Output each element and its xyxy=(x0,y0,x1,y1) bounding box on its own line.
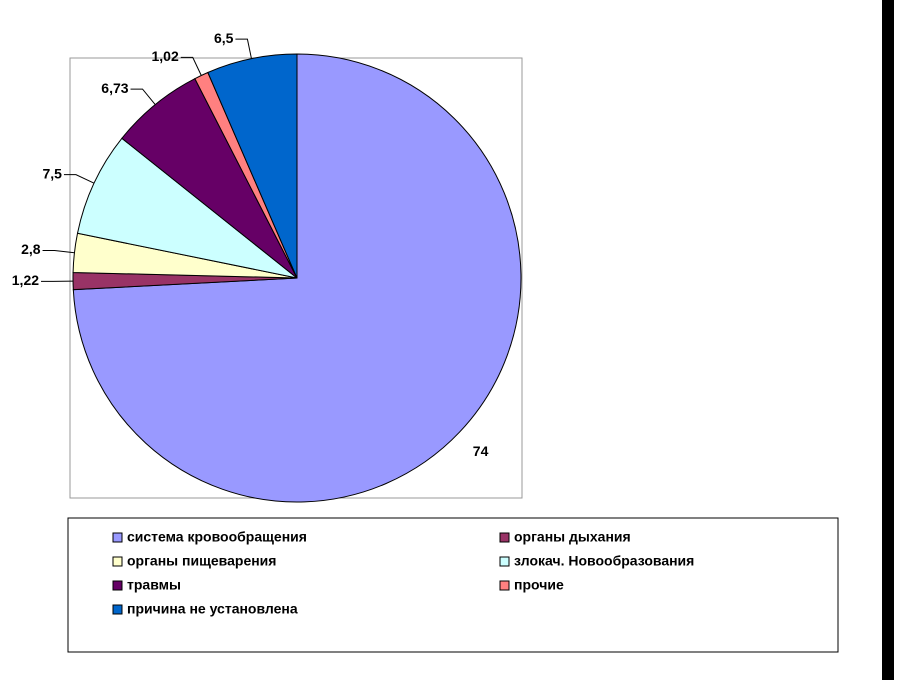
side-bar xyxy=(882,0,894,680)
data-label: 74 xyxy=(473,443,489,459)
legend-label: прочие xyxy=(514,577,564,593)
legend-label: система кровообращения xyxy=(127,529,307,545)
leader-line xyxy=(235,38,252,59)
legend-swatch xyxy=(499,580,510,591)
legend-swatch xyxy=(112,556,123,567)
data-label: 2,8 xyxy=(21,241,41,257)
leader-line xyxy=(130,88,156,105)
legend-label: органы дыхания xyxy=(514,529,631,545)
data-label: 7,5 xyxy=(42,165,62,181)
legend-label: травмы xyxy=(127,577,181,593)
legend-swatch xyxy=(499,532,510,543)
legend-swatch xyxy=(112,604,123,615)
data-label: 6,73 xyxy=(101,80,128,96)
legend-swatch xyxy=(499,556,510,567)
leader-line xyxy=(180,56,202,76)
data-label: 1,02 xyxy=(151,48,178,64)
data-label: 1,22 xyxy=(12,272,39,288)
data-label: 6,5 xyxy=(214,30,234,46)
legend-label: злокач. Новообразования xyxy=(514,553,694,569)
pie-slice xyxy=(76,137,298,279)
leader-line xyxy=(42,250,75,254)
legend-label: органы пищеварения xyxy=(127,553,276,569)
legend-label: причина не установлена xyxy=(127,601,298,617)
leader-line xyxy=(63,174,95,184)
legend-swatch xyxy=(112,580,123,591)
legend-box xyxy=(67,517,839,653)
legend-swatch xyxy=(112,532,123,543)
